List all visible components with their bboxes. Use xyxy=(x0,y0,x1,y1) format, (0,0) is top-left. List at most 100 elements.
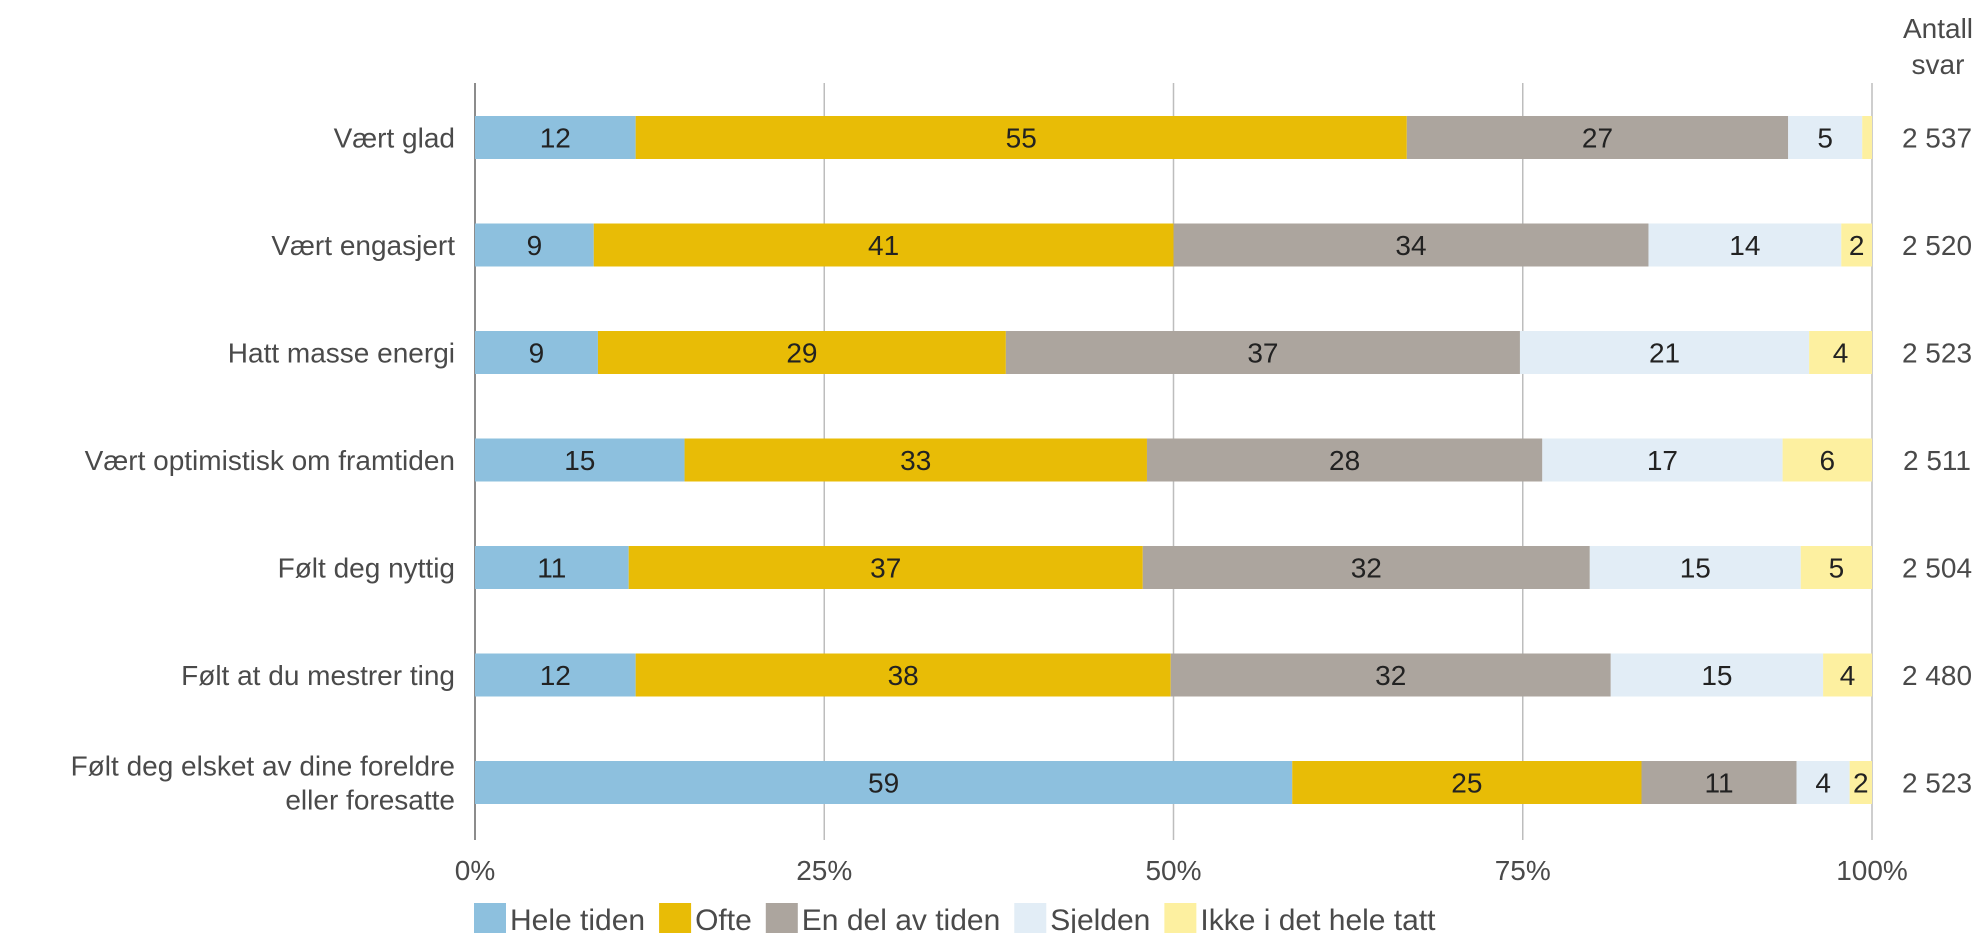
bar-segment xyxy=(1146,438,1543,482)
legend-label: En del av tiden xyxy=(802,904,1000,933)
x-tick-label: 75% xyxy=(1495,855,1551,886)
bar-segment xyxy=(1142,546,1590,589)
bar-segment xyxy=(475,438,685,482)
data-label: 14 xyxy=(1729,230,1760,261)
category-label: Vært optimistisk om framtiden xyxy=(85,445,455,476)
legend-item: Ofte xyxy=(659,903,752,937)
data-label: 2 xyxy=(1849,230,1865,261)
bar-segment xyxy=(475,761,1293,804)
data-label: 4 xyxy=(1833,338,1849,369)
bar-segment xyxy=(475,331,598,374)
count-value: 2 523 xyxy=(1902,768,1972,799)
bar-segment xyxy=(1542,438,1783,482)
bar-segment xyxy=(1809,331,1872,374)
bar-segment xyxy=(593,223,1174,267)
data-label: 28 xyxy=(1329,445,1360,476)
data-label: 2 xyxy=(1853,768,1869,799)
bar-segment xyxy=(1800,546,1872,589)
bar-row: 59 25 11 4 2 xyxy=(475,761,1872,804)
category-labels: Vært glad Vært engasjert Hatt masse energi… xyxy=(71,123,456,816)
category-label: Vært engasjert xyxy=(271,230,455,261)
x-tick-label: 50% xyxy=(1145,855,1201,886)
legend-swatch xyxy=(1014,903,1047,935)
bar-segment xyxy=(475,116,636,159)
bar-segment xyxy=(1641,761,1797,804)
data-label: 27 xyxy=(1582,123,1613,154)
bar-segment xyxy=(1589,546,1801,589)
data-label: 15 xyxy=(1680,553,1711,584)
data-label: 34 xyxy=(1395,230,1426,261)
count-header: svar xyxy=(1912,49,1965,80)
data-label: 38 xyxy=(888,660,919,691)
legend-item: Hele tiden xyxy=(474,903,645,937)
bar-segment xyxy=(475,546,629,589)
legend-item: En del av tiden xyxy=(765,903,1000,937)
count-value: 2 520 xyxy=(1902,230,1972,261)
data-label: 9 xyxy=(529,338,545,369)
data-label: 55 xyxy=(1006,123,1037,154)
count-column: 2 537 2 520 2 523 2 511 2 504 2 480 2 523 Antal… xyxy=(1902,13,1973,799)
category-label: Hatt masse energi xyxy=(228,338,455,369)
category-label: Følt deg nyttig xyxy=(278,553,455,584)
legend-swatch xyxy=(1164,903,1197,935)
count-header: Antall xyxy=(1903,13,1973,44)
legend-label: Ofte xyxy=(695,904,752,933)
bars-layer: 12 55 27 59 41 34 14 29 29 37 21 415 33 28 17 611 37 32 15… xyxy=(475,116,1872,804)
bar-segment xyxy=(628,546,1143,589)
x-tick-label: 100% xyxy=(1836,855,1908,886)
legend-item: Ikke i det hele tatt xyxy=(1164,903,1436,937)
bar-segment xyxy=(1841,223,1872,267)
legend: Hele tiden Ofte En del av tiden Sjelden Ikke… xyxy=(474,903,1436,937)
bar-segment xyxy=(1796,761,1850,804)
bar-row: 9 41 34 14 2 xyxy=(475,223,1872,267)
legend-label: Ikke i det hele tatt xyxy=(1200,904,1436,933)
data-label: 12 xyxy=(540,660,571,691)
data-label: 29 xyxy=(786,338,817,369)
data-label: 5 xyxy=(1829,553,1845,584)
data-label: 17 xyxy=(1647,445,1678,476)
category-label: Følt at du mestrer ting xyxy=(181,660,455,691)
bar-segment xyxy=(1519,331,1810,374)
bar-row: 9 29 37 21 4 xyxy=(475,331,1872,374)
count-value: 2 480 xyxy=(1902,660,1972,691)
legend-swatch xyxy=(474,903,506,935)
data-label: 15 xyxy=(1701,660,1732,691)
bar-segment xyxy=(1648,223,1842,267)
bar-segment xyxy=(1005,331,1520,374)
bar-segment xyxy=(684,438,1147,482)
data-label: 4 xyxy=(1840,660,1856,691)
data-label: 11 xyxy=(537,553,566,584)
bar-segment xyxy=(1849,761,1872,804)
bar-segment xyxy=(1170,653,1611,697)
bar-row: 12 55 27 5 xyxy=(475,116,1872,159)
bar-segment xyxy=(635,116,1407,159)
legend-label: Sjelden xyxy=(1050,904,1150,933)
count-value: 2 511 xyxy=(1903,445,1971,476)
category-label: Følt deg elsket av dine foreldre eller fo… xyxy=(71,751,455,816)
data-label: 37 xyxy=(870,553,901,584)
data-label: 9 xyxy=(527,230,543,261)
data-label: 32 xyxy=(1351,553,1382,584)
data-label: 59 xyxy=(868,768,899,799)
bar-segment xyxy=(597,331,1006,374)
bar-segment xyxy=(475,653,636,697)
bar-row: 15 33 28 17 6 xyxy=(475,438,1872,482)
x-tick-label: 0% xyxy=(455,855,495,886)
count-value: 2 537 xyxy=(1902,123,1972,154)
data-label: 4 xyxy=(1815,768,1831,799)
bar-segment xyxy=(1610,653,1824,697)
data-label: 32 xyxy=(1375,660,1406,691)
legend-swatch xyxy=(765,903,798,935)
count-value: 2 523 xyxy=(1902,338,1972,369)
legend-swatch xyxy=(659,903,692,935)
bar-segment xyxy=(1823,653,1872,697)
category-label: Vært glad xyxy=(334,123,455,154)
data-label: 21 xyxy=(1649,338,1680,369)
bar-row: 12 38 32 15 4 xyxy=(475,653,1872,697)
data-label: 15 xyxy=(564,445,595,476)
bar-segment xyxy=(1862,116,1872,159)
count-value: 2 504 xyxy=(1902,553,1972,584)
x-tick-label: 25% xyxy=(796,855,852,886)
